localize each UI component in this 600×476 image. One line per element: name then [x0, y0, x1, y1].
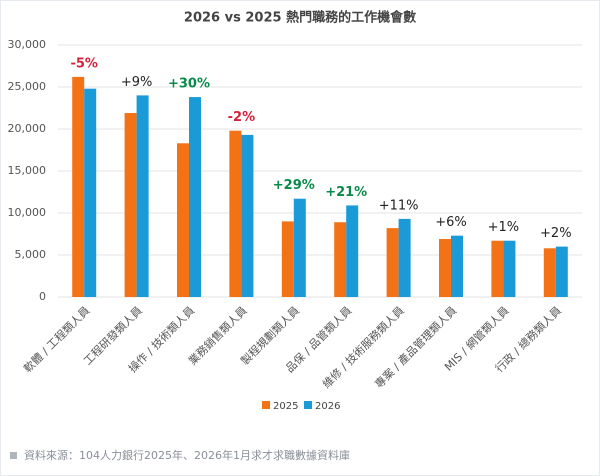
- bar: [136, 95, 149, 298]
- bar: [281, 221, 294, 297]
- bar: [398, 218, 411, 297]
- annotation: +21%: [325, 185, 367, 200]
- y-tick-label: 30,000: [8, 38, 47, 51]
- annotation: +30%: [168, 77, 210, 92]
- bar: [241, 134, 254, 297]
- bar: [177, 143, 189, 297]
- bar: [72, 76, 85, 297]
- bar: [491, 240, 504, 297]
- bar: [543, 248, 556, 297]
- source-note: 資料來源：104人力銀行2025年、2026年1月求才求職數據資料庫: [24, 448, 350, 462]
- bar: [293, 198, 306, 297]
- bar: [334, 222, 347, 297]
- legend-label: 2026: [315, 401, 340, 412]
- bar: [84, 88, 97, 298]
- annotation: -2%: [228, 110, 255, 125]
- annotation: +29%: [273, 178, 315, 193]
- y-tick-label: 25,000: [8, 80, 47, 93]
- legend-swatch: [304, 401, 312, 409]
- annotation: +9%: [121, 75, 153, 90]
- bar: [346, 205, 359, 297]
- annotation: +11%: [379, 198, 419, 213]
- annotation: +1%: [488, 220, 520, 235]
- y-tick-label: 15,000: [8, 164, 47, 177]
- bar: [229, 130, 242, 297]
- bar: [503, 240, 516, 297]
- legend-label: 2025: [273, 401, 298, 412]
- y-tick-label: 20,000: [8, 122, 47, 135]
- annotation: -5%: [70, 56, 97, 71]
- bar: [555, 246, 568, 297]
- chart-title: 2026 vs 2025 熱門職務的工作機會數: [184, 10, 416, 26]
- annotation: +2%: [540, 226, 572, 241]
- source-icon: [10, 452, 17, 459]
- y-tick-label: 0: [39, 290, 46, 303]
- bar: [189, 97, 201, 297]
- bar: [439, 239, 451, 297]
- bar: [386, 228, 399, 297]
- legend-swatch: [262, 401, 270, 409]
- y-tick-label: 5,000: [15, 248, 47, 261]
- bar: [124, 113, 137, 297]
- y-tick-label: 10,000: [8, 206, 47, 219]
- bar: [451, 235, 463, 297]
- annotation: +6%: [435, 215, 467, 230]
